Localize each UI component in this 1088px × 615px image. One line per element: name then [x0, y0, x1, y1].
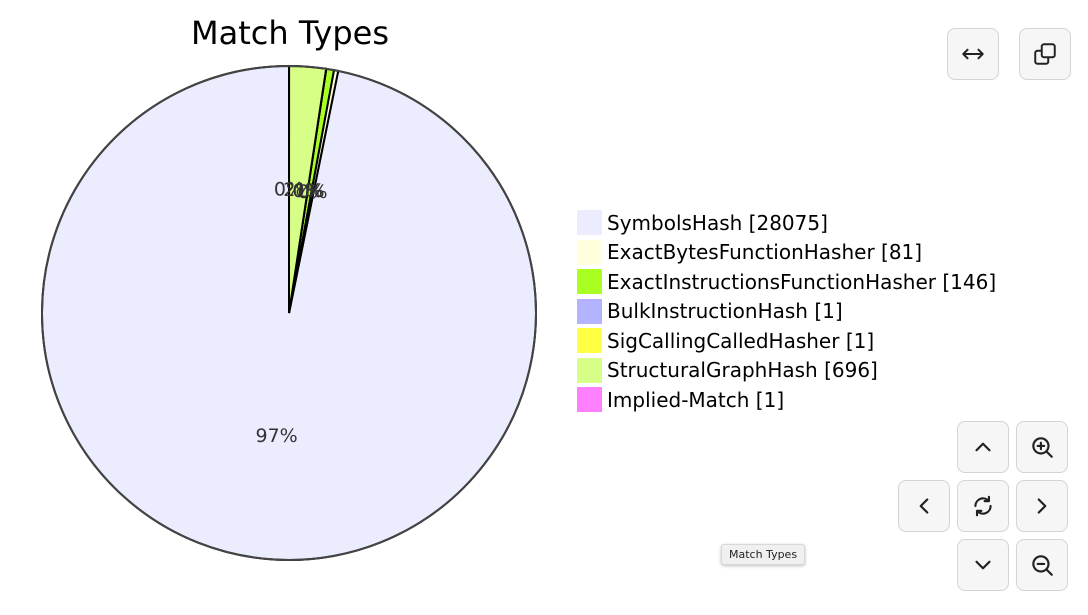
- zoom-in-button[interactable]: [1016, 421, 1068, 473]
- slice-percent-label: 2%: [283, 179, 313, 201]
- slice-percent-label: 0%: [293, 180, 323, 202]
- copy-button[interactable]: [1019, 28, 1071, 80]
- slice-percent-label: 0%: [293, 180, 323, 202]
- legend-item: StructuralGraphHash [696]: [577, 356, 996, 386]
- legend-label: SigCallingCalledHasher [1]: [607, 328, 875, 353]
- chevron-up-icon: [975, 442, 991, 452]
- slice-percent-label: 0%: [274, 179, 304, 201]
- legend-label: ExactInstructionsFunctionHasher [146]: [607, 269, 997, 294]
- legend-swatch: [577, 328, 602, 354]
- legend: SymbolsHash [28075] ExactBytesFunctionHas…: [577, 208, 996, 415]
- zoom-in-icon: [1032, 437, 1053, 458]
- legend-item: SymbolsHash [28075]: [577, 208, 996, 238]
- legend-item: ExactInstructionsFunctionHasher [146]: [577, 267, 996, 297]
- pan-right-button[interactable]: [1016, 480, 1068, 532]
- tooltip: Match Types: [721, 544, 806, 565]
- pan-left-button[interactable]: [898, 480, 950, 532]
- legend-label: SymbolsHash [28075]: [607, 210, 828, 235]
- expand-button[interactable]: [947, 28, 999, 80]
- pie-chart: 97%0%1%0%0%2%0%: [41, 64, 537, 561]
- legend-label: ExactBytesFunctionHasher [81]: [607, 240, 923, 265]
- reset-button[interactable]: [957, 480, 1009, 532]
- copy-icon: [1034, 43, 1056, 65]
- zoom-out-button[interactable]: [1016, 539, 1068, 591]
- legend-swatch: [577, 210, 602, 236]
- chevron-right-icon: [1037, 498, 1047, 514]
- legend-item: ExactBytesFunctionHasher [81]: [577, 238, 996, 268]
- zoom-out-icon: [1032, 555, 1053, 576]
- legend-item: BulkInstructionHash [1]: [577, 297, 996, 327]
- legend-item: SigCallingCalledHasher [1]: [577, 326, 996, 356]
- chart-title: Match Types: [191, 14, 389, 52]
- legend-item: Implied-Match [1]: [577, 385, 996, 415]
- pan-down-button[interactable]: [957, 539, 1009, 591]
- legend-swatch: [577, 298, 602, 324]
- legend-swatch: [577, 357, 602, 383]
- pan-up-button[interactable]: [957, 421, 1009, 473]
- chevron-down-icon: [975, 560, 991, 570]
- chevron-left-icon: [919, 498, 929, 514]
- slice-percent-label: 0%: [297, 181, 327, 203]
- slice-percent-label: 97%: [256, 425, 298, 447]
- legend-swatch: [577, 387, 602, 413]
- pie-outline: [41, 65, 537, 561]
- legend-swatch: [577, 269, 602, 295]
- legend-label: BulkInstructionHash [1]: [607, 299, 843, 324]
- slice-percent-label: 1%: [294, 180, 324, 202]
- legend-label: Implied-Match [1]: [607, 387, 785, 412]
- legend-swatch: [577, 239, 602, 265]
- legend-label: StructuralGraphHash [696]: [607, 358, 878, 383]
- arrows-horizontal-icon: [962, 48, 984, 60]
- refresh-icon: [974, 495, 992, 517]
